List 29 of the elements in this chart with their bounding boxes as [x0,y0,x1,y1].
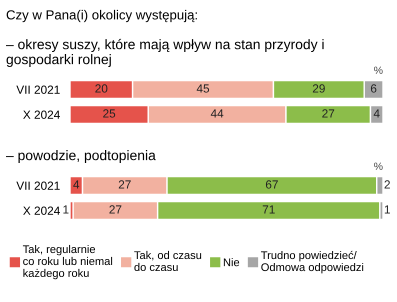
data-label: 44 [210,109,224,118]
data-label: 4 [374,109,380,118]
data-label: 6 [370,84,376,93]
data-label: 45 [196,84,210,93]
text: % [374,66,383,74]
legend-label: Trudno powiedzieć/ Odmowa odpowiedzi [261,250,364,274]
legend-label: Nie [224,258,240,266]
chart-title: – okresy suszy, które mają wpływ na stan przyrody i gospodarki rolnej [6,38,324,67]
data-label: 1 [384,205,390,214]
text: Czy w Pana(i) okolicy występują: [6,10,197,22]
data-label: 4 [73,180,80,189]
y-tick-label: VII 2021 [16,182,60,190]
chart-title: – powodzie, podtopienia [6,150,156,163]
text: % [374,162,383,170]
data-label: 25 [103,109,116,118]
data-label: 71 [262,205,275,214]
legend-label: Tak, regularnie co roku lub niemal każdego roku [22,244,112,280]
data-label: 29 [312,84,325,93]
legend-label: Tak, od czasu do czasu [134,250,202,272]
data-label: 1 [63,205,68,214]
y-tick-label: X 2024 [23,110,60,119]
data-label: 20 [95,84,108,93]
data-label: 27 [109,205,122,214]
data-label: 27 [322,109,334,118]
data-label: 2 [384,180,390,189]
y-tick-label: X 2024 [23,206,60,215]
data-label: 67 [266,180,278,189]
y-tick-label: VII 2021 [16,86,60,94]
data-label: 27 [118,180,131,189]
